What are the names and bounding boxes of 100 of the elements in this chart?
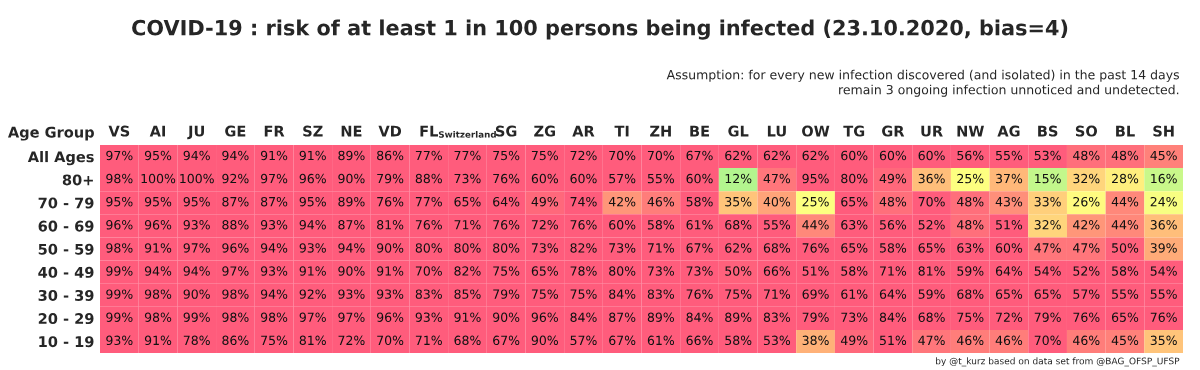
data-label: 97%: [338, 312, 365, 322]
data-label: 88%: [222, 220, 249, 230]
data-label: 94%: [338, 243, 365, 253]
data-label: 44%: [1111, 196, 1139, 207]
data-label: 65%: [1034, 289, 1061, 299]
data-label: 33%: [1034, 196, 1061, 207]
data-label: 96%: [106, 220, 133, 230]
data-label: 72%: [570, 150, 597, 161]
x-tick-label: SO: [1075, 125, 1098, 137]
data-label: 64%: [879, 289, 907, 299]
data-label: 96%: [299, 173, 326, 184]
x-tick-label: TI: [614, 125, 629, 137]
data-label: 94%: [260, 289, 288, 299]
data-label: 84%: [686, 312, 713, 322]
data-label: 78%: [570, 266, 597, 276]
y-tick-label: 20 - 29: [38, 313, 94, 325]
data-label: 96%: [144, 220, 172, 230]
data-label: 62%: [725, 243, 752, 253]
data-label: 90%: [531, 335, 559, 346]
data-label: 93%: [183, 220, 210, 230]
data-label: 40%: [763, 196, 791, 207]
data-label: 89%: [338, 150, 365, 161]
data-label: 35%: [1150, 335, 1177, 346]
data-label: 36%: [1150, 220, 1177, 230]
data-label: 53%: [1034, 150, 1061, 161]
data-label: 49%: [531, 196, 559, 207]
data-label: 94%: [222, 150, 249, 161]
data-label: 87%: [222, 196, 249, 207]
x-tick-label: ZG: [534, 125, 555, 137]
y-axis-title: Age Group: [7, 126, 94, 141]
data-label: 97%: [260, 173, 288, 184]
data-label: 80%: [841, 173, 868, 184]
data-label: 90%: [493, 312, 520, 322]
data-label: 62%: [802, 150, 829, 161]
data-label: 35%: [725, 196, 752, 207]
data-label: 50%: [725, 266, 752, 276]
data-label: 75%: [531, 150, 559, 161]
data-label: 95%: [144, 196, 172, 207]
data-label: 89%: [338, 196, 365, 207]
data-label: 99%: [183, 312, 210, 322]
data-label: 80%: [454, 243, 481, 253]
x-tick-label: SZ: [303, 125, 323, 137]
data-label: 75%: [725, 289, 752, 299]
data-label: 60%: [918, 150, 945, 161]
x-tick-label: SG: [495, 125, 517, 137]
data-label: 60%: [879, 150, 907, 161]
data-label: 94%: [183, 150, 210, 161]
data-label: 47%: [1073, 243, 1100, 253]
data-label: 95%: [144, 150, 172, 161]
data-label: 56%: [879, 220, 907, 230]
data-label: 43%: [995, 196, 1023, 207]
x-tick-label: SH: [1153, 125, 1174, 137]
x-tick-label: GL: [728, 125, 749, 137]
data-label: 67%: [493, 335, 520, 346]
data-label: 100%: [141, 173, 176, 184]
data-label: 57%: [570, 335, 597, 346]
data-label: 62%: [763, 150, 791, 161]
x-tick-label: NW: [957, 125, 984, 137]
data-label: 69%: [802, 289, 829, 299]
data-label: 76%: [377, 196, 404, 207]
y-tick-label: 30 - 39: [38, 289, 94, 301]
x-tick-label: JU: [187, 125, 204, 140]
data-label: 32%: [1073, 173, 1100, 184]
x-tick-label: GR: [882, 125, 905, 137]
data-label: 64%: [995, 266, 1023, 276]
y-tick-label: 60 - 69: [38, 220, 94, 232]
data-label: 93%: [260, 266, 288, 276]
x-tick-label: UR: [921, 125, 943, 137]
data-label: 94%: [144, 266, 172, 276]
x-tick-label: OW: [802, 125, 830, 137]
data-label: 71%: [764, 289, 791, 299]
data-label: 58%: [879, 243, 907, 253]
data-label: 55%: [647, 173, 675, 184]
data-label: 77%: [454, 150, 481, 161]
data-label: 75%: [531, 289, 559, 299]
data-label: 98%: [106, 173, 133, 184]
data-label: 99%: [106, 312, 133, 322]
data-label: 63%: [957, 243, 984, 253]
data-label: 91%: [299, 266, 326, 276]
data-label: 58%: [686, 196, 713, 207]
data-label: 83%: [415, 289, 442, 299]
x-tick-label: Switzerland: [438, 130, 496, 138]
data-label: 91%: [144, 243, 172, 253]
data-label: 65%: [531, 266, 559, 276]
y-tick-label: 10 - 19: [39, 336, 94, 348]
data-label: 48%: [1073, 150, 1100, 161]
data-label: 93%: [338, 289, 365, 299]
data-label: 93%: [376, 289, 404, 299]
data-label: 60%: [995, 243, 1023, 253]
x-tick-label: BS: [1038, 125, 1058, 137]
data-label: 58%: [647, 220, 675, 230]
data-label: 72%: [531, 220, 559, 230]
data-label: 55%: [1112, 289, 1139, 299]
data-label: 78%: [183, 335, 210, 346]
data-label: 91%: [260, 150, 288, 161]
y-tick-label: 50 - 59: [38, 243, 94, 255]
data-label: 95%: [106, 196, 133, 207]
data-label: 98%: [144, 289, 172, 299]
data-label: 98%: [222, 312, 249, 322]
data-label: 42%: [1073, 220, 1100, 230]
